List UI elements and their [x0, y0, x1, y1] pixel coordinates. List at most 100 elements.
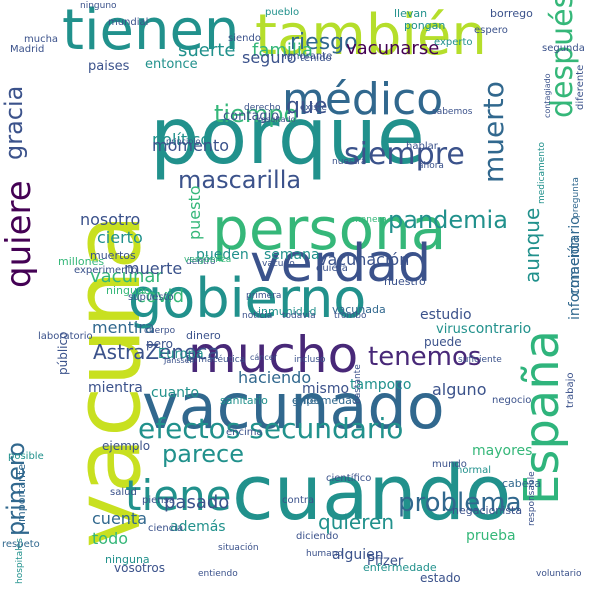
word-borrego: borrego [490, 7, 533, 20]
word-contra: contra [282, 495, 315, 506]
word-mientra: mientra [88, 380, 143, 396]
word-quiere: quiere [0, 180, 39, 288]
word-gracia: gracia [0, 85, 28, 160]
word-mundial: mundial [108, 17, 149, 28]
word-segunda: segunda [542, 43, 585, 54]
word-vacunar: vacunar [90, 266, 163, 287]
word-verdad: verdad [250, 234, 432, 294]
word-europa: Europa [158, 347, 204, 362]
word-millones: millones [58, 255, 105, 268]
word-covid: covid [136, 286, 184, 307]
word-contrario: contrario [468, 321, 532, 337]
word-pfizer: Pfizer [367, 554, 404, 569]
word-hablar: hablar [406, 141, 438, 152]
word-vacunacion: vacunación [318, 250, 410, 269]
word-normal: normal [456, 465, 492, 476]
word-pueblo: pueblo [265, 7, 300, 18]
word-suficiente: suficiente [458, 355, 502, 365]
word-siendo: siendo [228, 33, 261, 44]
word-negocio: negocio [492, 395, 532, 406]
word-trombo: trombo [334, 311, 367, 321]
word-piensa: piensa [142, 495, 175, 506]
word-voluntario: voluntario [536, 569, 582, 579]
word-diferente: diferente [575, 64, 586, 110]
word-pregunta: pregunta [571, 177, 581, 218]
word-ahora: ahora [418, 161, 444, 171]
word-haciendo: haciendo [238, 368, 312, 387]
word-ademas: además [170, 519, 226, 535]
word-informacion: información [567, 236, 583, 320]
word-nuestra: nuestra [332, 157, 367, 167]
word-medicamento: medicamento [537, 141, 547, 204]
word-seguro: seguro [242, 48, 297, 67]
word-virus: virus [436, 322, 468, 337]
word-tienen: tienen [62, 0, 240, 63]
word-enfermedade: enfermedade [363, 561, 437, 574]
word-importante: importante [15, 463, 28, 525]
word-contagio: contagio [223, 109, 280, 124]
word-experimento: experimento [74, 265, 138, 276]
word-verguenza: vergüenza [184, 255, 232, 265]
word-muerte: muerte [124, 259, 183, 278]
word-mayores: mayores [472, 443, 533, 459]
word-resultado: resultado [258, 115, 296, 124]
word-quieren: quieren [318, 510, 394, 534]
word-situacion: situación [218, 543, 259, 553]
word-pasado: pasado [164, 492, 230, 513]
word-respeto: respeto [2, 539, 40, 550]
word-mismo: mismo [302, 381, 350, 397]
word-entonce: entonce [145, 57, 198, 72]
word-cierto: cierto [97, 228, 143, 247]
word-alguno: alguno [432, 380, 487, 399]
word-entiendo: entiendo [198, 569, 238, 579]
word-problema: problema [398, 488, 522, 518]
word-ninguna: ninguna [105, 553, 150, 566]
word-mucha: mucha [24, 34, 59, 45]
word-dentro: dentro [186, 257, 216, 267]
word-aunque: aunque [520, 207, 544, 283]
word-ninguno: ninguno [80, 1, 117, 11]
word-cuando: cuando [232, 448, 512, 537]
word-ejemplo: ejemplo [102, 439, 151, 453]
word-riesgo: riesgo [290, 30, 358, 55]
word-familia: familia [252, 40, 313, 61]
word-madrid: Madrid [10, 44, 45, 55]
word-cuerpo: cuerpo [144, 326, 176, 336]
word-porque: porque [150, 92, 425, 182]
word-puesto: puesto [185, 185, 204, 240]
word-vacuno: vacuno [262, 259, 295, 269]
word-existe: existe [300, 103, 327, 113]
word-negacionista: negacionista [452, 504, 523, 517]
word-supuesto: supuesto [128, 292, 174, 303]
word-cabeza: cabeza [502, 477, 542, 490]
word-principio: principio [166, 137, 201, 146]
word-espero: espero [474, 25, 508, 36]
word-medico: médico [282, 74, 444, 125]
word-nosotro: nosotro [80, 210, 141, 229]
word-contagiado: contagiado [543, 73, 552, 118]
word-vosotros: vosotros [114, 561, 166, 575]
word-encima: encima [226, 427, 263, 438]
word-despues: después [545, 0, 580, 118]
word-inmunidad: inmunidad [258, 305, 317, 318]
word-nuestro: nuestro [384, 275, 426, 288]
word-gobierno: gobierno [128, 267, 367, 330]
word-politico: político [152, 130, 211, 149]
word-que: que [286, 94, 328, 119]
word-mascarilla: mascarilla [178, 166, 302, 194]
word-momento: momento [152, 136, 230, 155]
word-paises: paises [88, 59, 130, 74]
word-sanitario: sanitario [220, 394, 268, 407]
word-tambien: también [255, 3, 487, 68]
word-muertos: muertos [90, 249, 136, 262]
word-todavia: todavía [282, 311, 316, 321]
word-parece: parece [162, 440, 245, 468]
word-vacunada: vacunada [332, 303, 386, 316]
word-bastante: bastante [353, 364, 363, 404]
word-humano: humano [306, 549, 343, 559]
word-prueba: prueba [466, 528, 516, 544]
word-estudio: estudio [420, 307, 472, 323]
word-alguien: alguien [332, 547, 384, 563]
word-estado: estado [420, 571, 461, 585]
